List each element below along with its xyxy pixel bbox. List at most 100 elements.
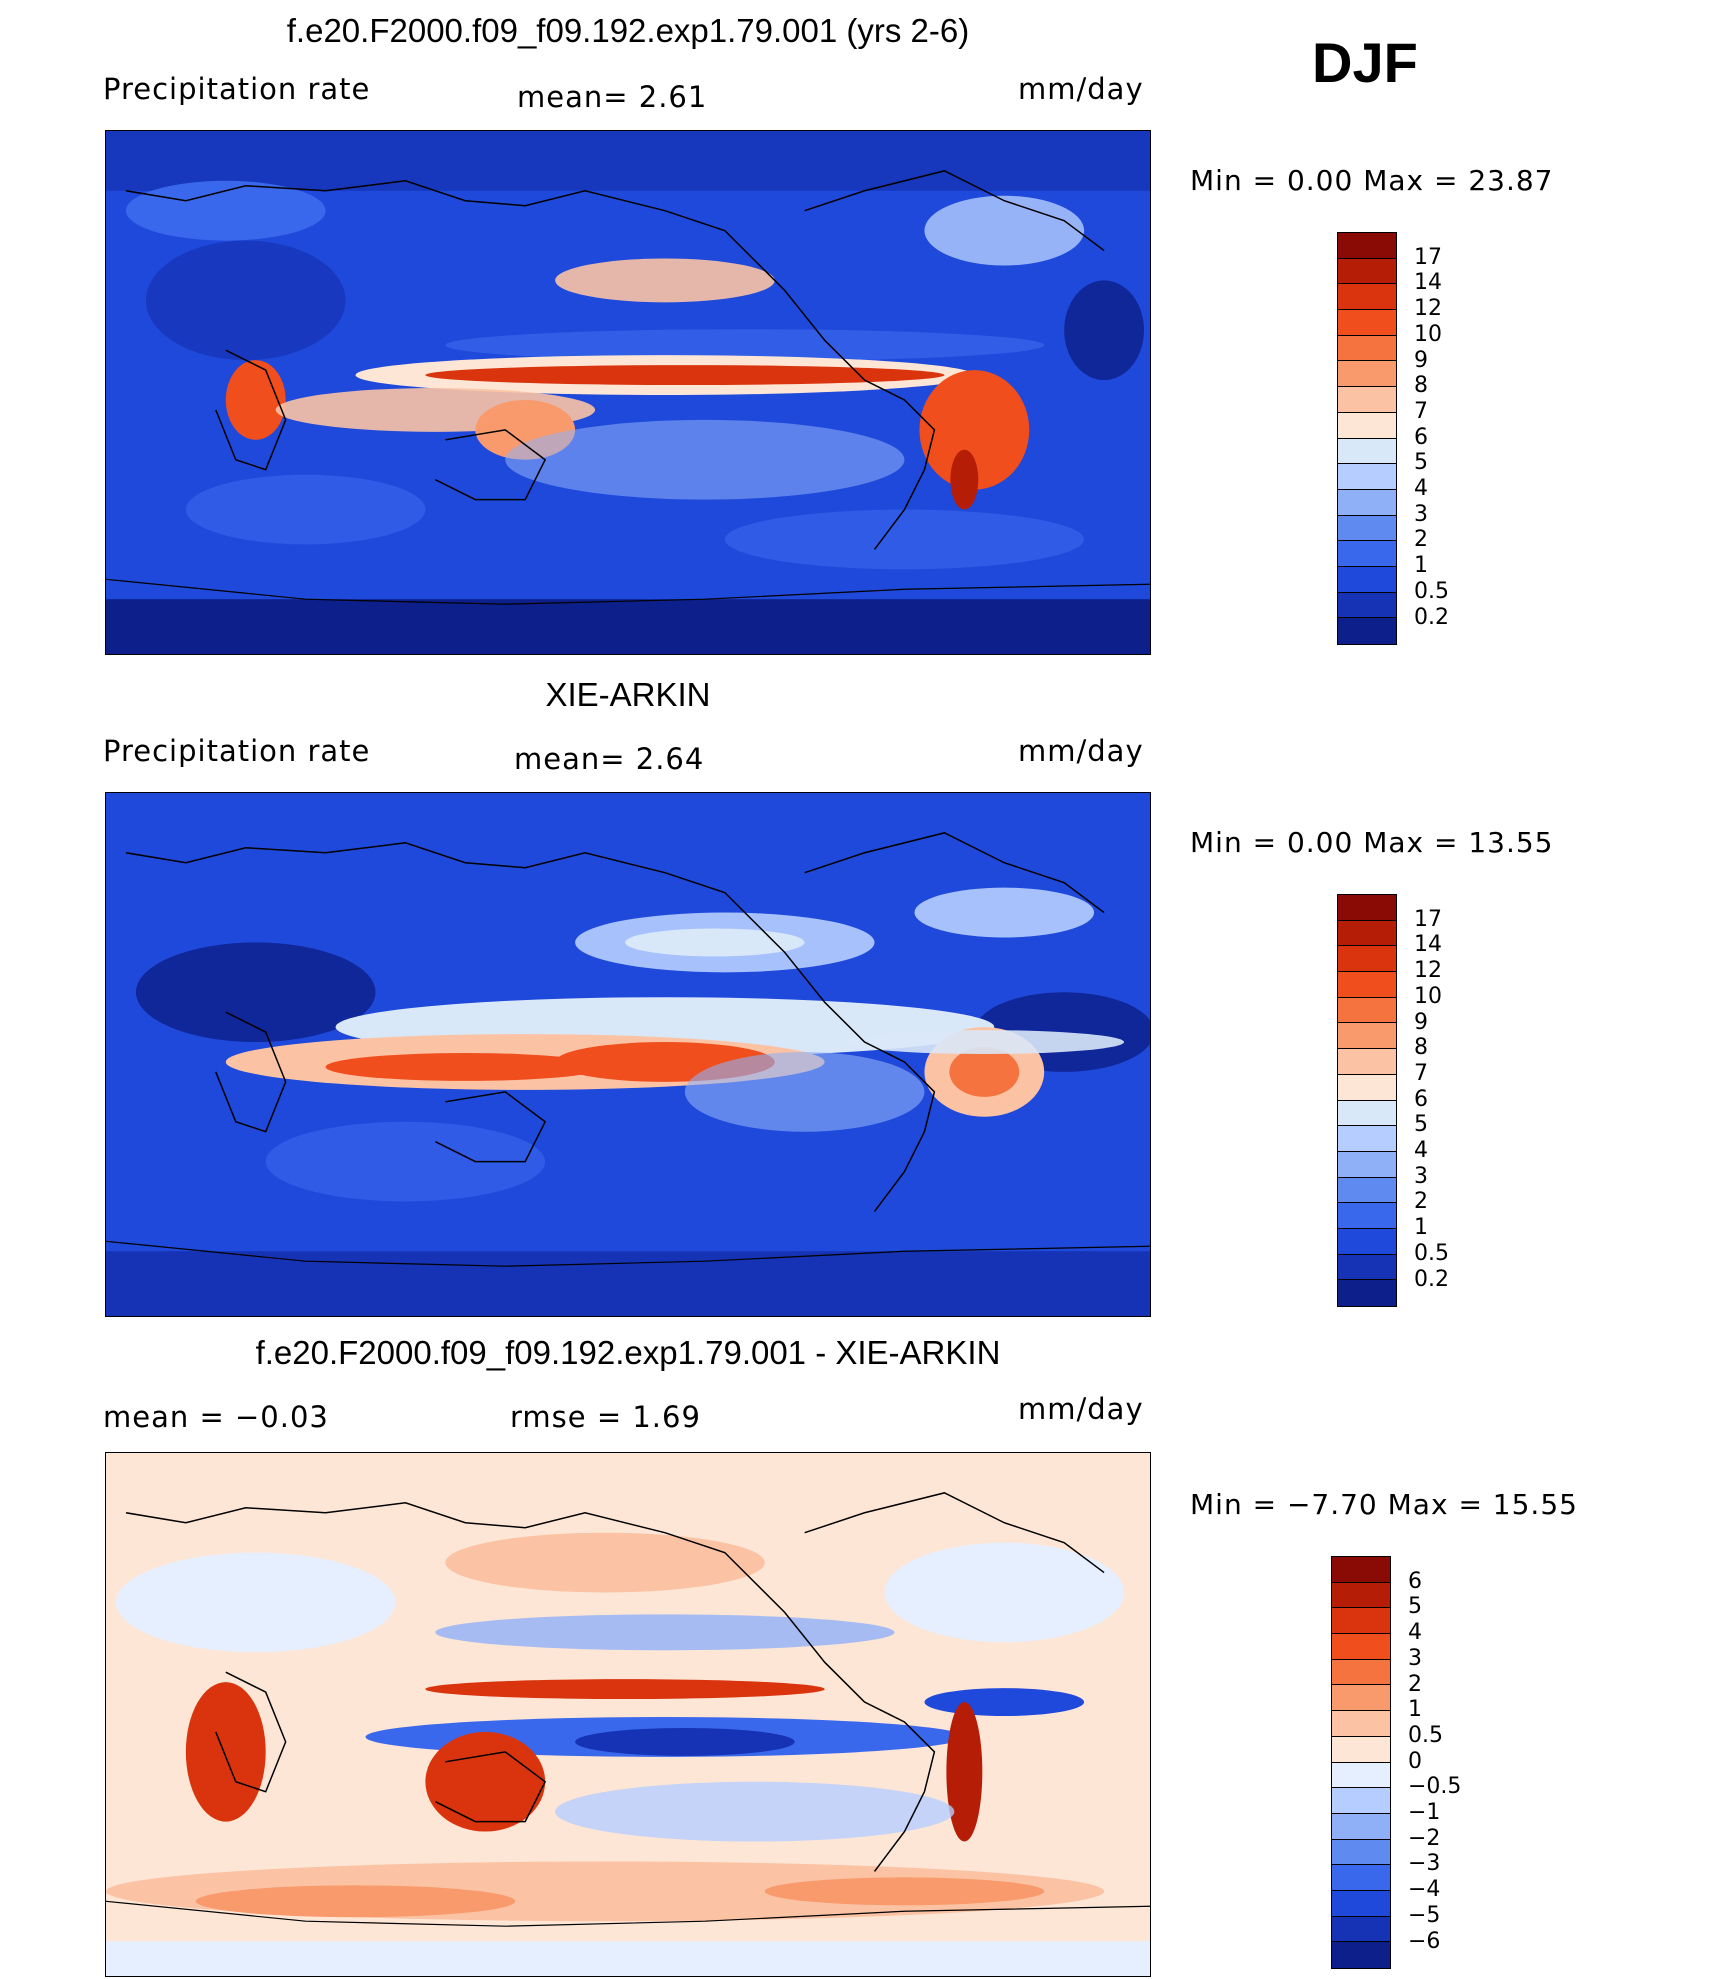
panel-2-colorbar-tick-label: 1	[1414, 1215, 1428, 1241]
panel-1-colorbar-tick-label: 0.5	[1414, 578, 1449, 604]
panel-2-variable-label: Precipitation rate	[103, 734, 371, 768]
panel-3-colorbar-swatch	[1332, 1685, 1390, 1712]
panel-1-title: f.e20.F2000.f09_f09.192.exp1.79.001 (yrs…	[286, 12, 970, 49]
panel-1-minmax: Min = 0.00 Max = 23.87	[1190, 164, 1554, 197]
panel-2-colorbar-tick-label: 3	[1414, 1163, 1428, 1189]
panel-3-colorbar-swatch	[1332, 1762, 1390, 1789]
panel-2-colorbar-swatch	[1338, 1049, 1396, 1075]
panel-1-colorbar-tick-label: 10	[1414, 321, 1442, 347]
panel-2-colorbar-tick-label: 7	[1414, 1060, 1428, 1086]
panel-3-colorbar-tick-label: −1	[1408, 1800, 1441, 1825]
panel-2-colorbar-tick-label: 4	[1414, 1138, 1428, 1163]
panel-1-map-graphic	[106, 131, 1150, 654]
panel-3-colorbar-tick-label: −5	[1408, 1902, 1441, 1928]
panel-3-colorbar-swatch	[1332, 1942, 1390, 1968]
panel-1-colorbar-swatch	[1338, 438, 1396, 465]
panel-3-map	[105, 1452, 1151, 1977]
panel-2-colorbar-tick-label: 14	[1414, 932, 1442, 958]
panel-1-colorbar-swatch	[1338, 618, 1396, 644]
panel-3-colorbar-swatch	[1332, 1865, 1390, 1891]
panel-3-colorbar-swatch	[1332, 1916, 1390, 1943]
panel-2-colorbar-swatch	[1338, 920, 1396, 947]
panel-3-colorbar-tick-label: 0	[1408, 1748, 1422, 1774]
panel-2-colorbar-tick-label: 0.2	[1414, 1266, 1449, 1292]
panel-3-colorbar-tick-label: 3	[1408, 1645, 1422, 1671]
season-label: DJF	[1312, 31, 1418, 94]
panel-2-colorbar-swatch	[1338, 1074, 1396, 1101]
panel-3-colorbar-tick-label: −6	[1408, 1928, 1441, 1954]
panel-1-colorbar-swatch	[1338, 464, 1396, 490]
panel-2-colorbar-swatch	[1338, 1203, 1396, 1229]
panel-1-colorbar-swatch	[1338, 489, 1396, 516]
panel-3-minmax: Min = −7.70 Max = 15.55	[1190, 1488, 1578, 1521]
panel-3-colorbar-swatch	[1332, 1736, 1390, 1763]
panel-3-colorbar-tick-label: −0.5	[1408, 1774, 1462, 1800]
panel-3-colorbar-tick-label: 4	[1408, 1620, 1422, 1646]
panel-1-colorbar-swatch	[1338, 310, 1396, 336]
panel-2-colorbar-tick-label: 8	[1414, 1035, 1428, 1061]
panel-2-colorbar-tick-label: 10	[1414, 983, 1442, 1009]
panel-2-colorbar-swatch	[1338, 1151, 1396, 1178]
panel-2-colorbar-tick-label: 0.5	[1414, 1240, 1449, 1266]
panel-3-colorbar-tick-label: 1	[1408, 1697, 1422, 1723]
panel-3-colorbar-tick-label: −4	[1408, 1877, 1441, 1903]
panel-2-colorbar-swatch	[1338, 946, 1396, 973]
panel-3-colorbar-swatch	[1332, 1557, 1390, 1583]
panel-1-mean-label: mean= 2.61	[517, 80, 708, 114]
panel-3-rmse-label: rmse = 1.69	[510, 1400, 701, 1434]
panel-3-colorbar-tick-label: −2	[1408, 1825, 1441, 1851]
panel-1-colorbar-swatch	[1338, 284, 1396, 311]
panel-2-colorbar-swatch	[1338, 895, 1396, 921]
panel-1-colorbar-tick-label: 9	[1414, 347, 1428, 373]
panel-2-colorbar-tick-label: 12	[1414, 958, 1442, 984]
panel-2-colorbar-tick-label: 9	[1414, 1009, 1428, 1035]
panel-1-colorbar-swatch	[1338, 233, 1396, 259]
panel-3-colorbar-tick-label: 6	[1408, 1568, 1422, 1594]
panel-1-colorbar-tick-label: 4	[1414, 476, 1428, 501]
panel-1-colorbar-tick-label: 14	[1414, 270, 1442, 296]
panel-3-units: mm/day	[1018, 1392, 1144, 1426]
panel-2-colorbar-tick-label: 5	[1414, 1112, 1428, 1138]
panel-3-colorbar-swatch	[1332, 1890, 1390, 1917]
panel-2-map	[105, 792, 1151, 1317]
panel-1-colorbar	[1337, 232, 1397, 645]
panel-3-colorbar	[1331, 1556, 1391, 1969]
panel-1-colorbar-tick-label: 3	[1414, 501, 1428, 527]
panel-2-colorbar-swatch	[1338, 1228, 1396, 1255]
panel-1-colorbar-swatch	[1338, 412, 1396, 439]
panel-1-colorbar-swatch	[1338, 258, 1396, 285]
panel-2-colorbar-tick-label: 6	[1414, 1086, 1428, 1112]
panel-2-colorbar-tick-label: 17	[1414, 906, 1442, 932]
panel-2-units: mm/day	[1018, 734, 1144, 768]
panel-2-colorbar-swatch	[1338, 1280, 1396, 1306]
panel-1-variable-label: Precipitation rate	[103, 72, 371, 106]
panel-2-colorbar	[1337, 894, 1397, 1307]
panel-3-colorbar-swatch	[1332, 1788, 1390, 1814]
panel-1-colorbar-tick-label: 7	[1414, 398, 1428, 424]
panel-1-map	[105, 130, 1151, 655]
panel-1-colorbar-tick-label: 2	[1414, 527, 1428, 553]
panel-3-colorbar-swatch	[1332, 1634, 1390, 1660]
panel-1-colorbar-tick-label: 8	[1414, 373, 1428, 399]
panel-2-map-graphic	[106, 793, 1150, 1316]
panel-3-mean-label: mean = −0.03	[103, 1400, 329, 1434]
panel-1-colorbar-tick-label: 17	[1414, 244, 1442, 270]
panel-1-colorbar-swatch	[1338, 335, 1396, 362]
panel-3-colorbar-swatch	[1332, 1608, 1390, 1635]
panel-1-colorbar-tick-label: 1	[1414, 553, 1428, 579]
panel-1-colorbar-tick-label: 5	[1414, 450, 1428, 476]
panel-1-colorbar-tick-label: 6	[1414, 424, 1428, 450]
panel-3-colorbar-swatch	[1332, 1711, 1390, 1737]
panel-3-colorbar-swatch	[1332, 1839, 1390, 1866]
panel-2-mean-label: mean= 2.64	[514, 742, 705, 776]
panel-3-colorbar-swatch	[1332, 1813, 1390, 1840]
panel-3-colorbar-tick-label: 0.5	[1408, 1722, 1443, 1748]
panel-2-colorbar-tick-label: 2	[1414, 1189, 1428, 1215]
panel-3-colorbar-tick-label: 5	[1408, 1594, 1422, 1620]
panel-2-colorbar-swatch	[1338, 997, 1396, 1024]
panel-2-minmax: Min = 0.00 Max = 13.55	[1190, 826, 1554, 859]
panel-2-colorbar-swatch	[1338, 972, 1396, 998]
panel-1-colorbar-swatch	[1338, 515, 1396, 542]
panel-3-title: f.e20.F2000.f09_f09.192.exp1.79.001 - XI…	[255, 1334, 1001, 1371]
panel-2-colorbar-swatch	[1338, 1177, 1396, 1204]
